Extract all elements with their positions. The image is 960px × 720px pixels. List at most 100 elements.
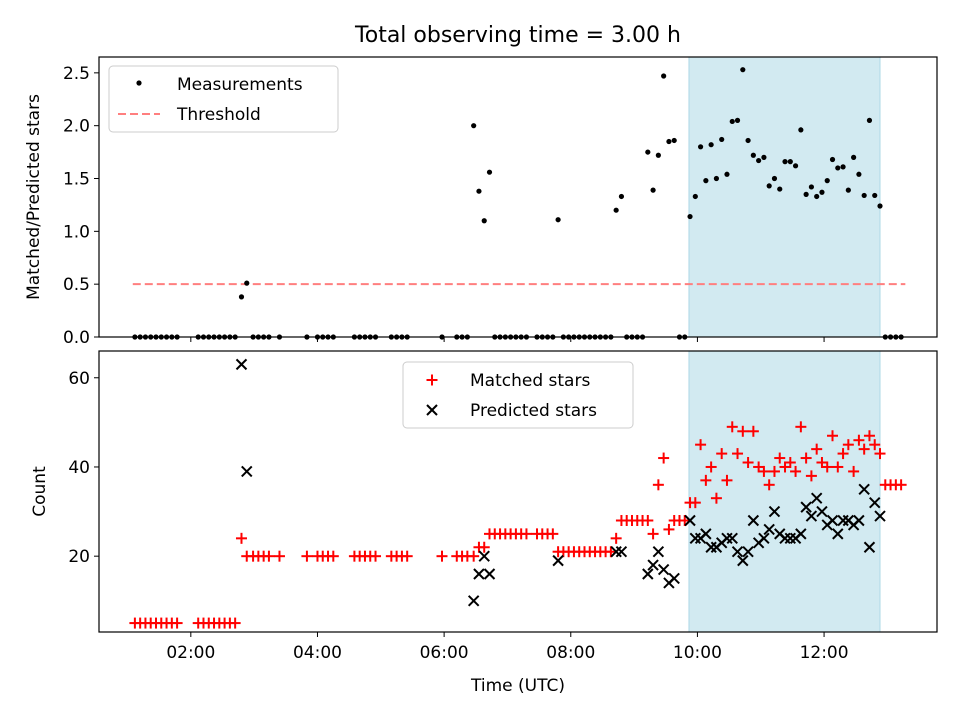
cross-stroke	[858, 483, 870, 495]
data-point	[689, 497, 701, 509]
data-point	[808, 184, 815, 190]
data-point	[858, 483, 870, 495]
cross-stroke	[869, 496, 881, 509]
cross-stroke	[552, 554, 564, 567]
data-point	[805, 510, 818, 522]
cross-stroke	[652, 546, 665, 558]
data-point	[301, 550, 313, 562]
data-point	[835, 165, 841, 171]
data-point	[747, 425, 759, 437]
data-point	[666, 138, 672, 145]
cross-stroke	[615, 546, 628, 558]
data-point	[721, 474, 733, 486]
y-tick-label: 2.0	[63, 117, 90, 137]
data-point	[866, 117, 873, 123]
axes-frame	[98, 350, 938, 633]
y-tick-label: 2.5	[63, 64, 90, 84]
legend-marker	[136, 80, 142, 86]
data-point	[642, 568, 654, 580]
data-point	[853, 514, 865, 527]
legend-label: Measurements	[177, 75, 303, 95]
axes-frame	[98, 56, 938, 338]
data-point	[658, 452, 670, 464]
data-point	[851, 154, 857, 160]
data-point	[877, 203, 883, 209]
cross-stroke	[832, 528, 844, 540]
data-point	[734, 117, 741, 123]
cross-stroke	[731, 546, 744, 558]
y-tick-label: 0.0	[63, 328, 90, 348]
data-point	[761, 154, 767, 160]
y-tick-label: 60	[68, 369, 90, 389]
data-point	[705, 461, 717, 473]
data-point	[826, 514, 839, 527]
cross-stroke	[647, 559, 659, 571]
data-point	[771, 175, 778, 182]
data-point	[244, 280, 250, 286]
cross-stroke	[800, 501, 812, 513]
data-point	[610, 532, 622, 544]
x-tick-label: 10:00	[673, 643, 722, 663]
cross-stroke	[737, 554, 749, 567]
data-point	[697, 144, 704, 150]
data-point	[471, 123, 477, 129]
data-point	[668, 572, 680, 585]
data-point	[766, 183, 772, 189]
data-point	[478, 541, 490, 553]
data-point	[816, 505, 828, 518]
data-point	[605, 546, 617, 558]
data-point	[768, 505, 781, 518]
data-point	[618, 193, 625, 200]
data-point	[238, 294, 245, 300]
data-point	[814, 193, 820, 200]
legend-label: Threshold	[176, 105, 261, 125]
x-axis-label: Time (UTC)	[470, 676, 565, 696]
data-point	[869, 439, 881, 451]
data-point	[750, 152, 756, 158]
data-point	[467, 595, 480, 607]
data-point	[478, 550, 490, 562]
data-point	[657, 563, 670, 576]
data-point	[241, 465, 253, 478]
bottom-panel: 20 40 60 02:00 04:00 06:00 08:00 10:00 12:00 Coun…	[30, 350, 938, 696]
data-point	[811, 443, 823, 455]
data-point	[401, 550, 413, 562]
cross-stroke	[642, 568, 654, 580]
data-point	[874, 448, 886, 460]
data-point	[747, 514, 760, 527]
data-point	[758, 532, 770, 545]
data-point	[729, 118, 735, 125]
series-1	[235, 358, 886, 607]
data-point	[650, 187, 656, 193]
data-point	[700, 474, 712, 486]
y-tick-label: 1.0	[63, 222, 90, 242]
x-tick-label: 04:00	[293, 643, 342, 663]
data-point	[827, 430, 839, 442]
legend-marker	[426, 404, 438, 416]
data-point	[768, 465, 780, 477]
data-point	[792, 163, 799, 169]
data-point	[803, 191, 809, 197]
data-point	[436, 550, 448, 562]
y-tick-label: 40	[68, 458, 90, 478]
data-point	[732, 448, 744, 460]
cross-stroke	[684, 514, 696, 527]
data-point	[710, 492, 722, 504]
y-tick-label: 0.5	[63, 275, 90, 295]
data-point	[473, 568, 485, 580]
legend-label: Predicted stars	[470, 401, 597, 421]
data-point	[263, 550, 275, 562]
data-point	[547, 528, 559, 540]
data-point	[486, 169, 493, 175]
data-point	[832, 461, 844, 473]
cross-stroke	[726, 532, 738, 545]
cross-stroke	[473, 568, 485, 580]
x-tick-label: 08:00	[546, 643, 595, 663]
data-point	[481, 218, 487, 224]
legend: Measurements Threshold	[108, 65, 339, 133]
data-point	[790, 465, 802, 477]
cross-stroke	[874, 510, 886, 522]
data-point	[700, 528, 712, 540]
cross-stroke	[826, 514, 839, 527]
data-point	[861, 192, 867, 199]
